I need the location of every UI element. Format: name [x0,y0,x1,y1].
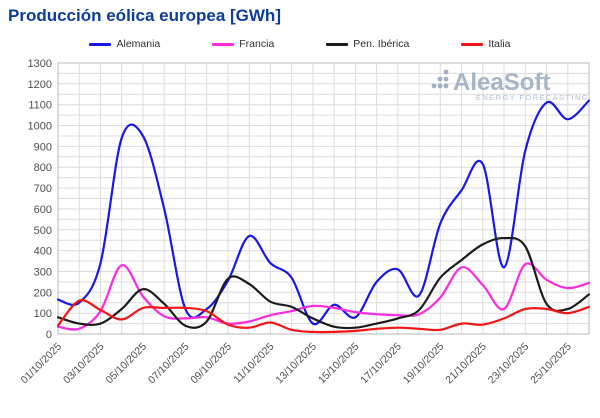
legend-item-alemania: Alemania [89,38,160,50]
svg-text:15/10/2025: 15/10/2025 [316,341,362,387]
legend-swatch-pen-iberica [326,42,349,46]
svg-text:700: 700 [34,183,52,195]
aleasoft-logo-icon [437,83,443,89]
chart-legend: Alemania Francia Pen. Ibérica Italia [0,38,600,50]
svg-text:100: 100 [34,308,52,320]
legend-swatch-francia [212,42,235,46]
svg-text:1300: 1300 [28,58,52,70]
legend-swatch-italia [461,42,484,46]
aleasoft-logo-icon [443,69,449,75]
series-line-italia [57,299,590,334]
svg-text:1000: 1000 [28,121,52,133]
svg-text:21/10/2025: 21/10/2025 [443,341,489,387]
legend-label-italia: Italia [488,38,511,50]
svg-text:1200: 1200 [28,79,52,91]
svg-text:200: 200 [34,287,52,299]
legend-label-pen-iberica: Pen. Ibérica [353,38,410,50]
svg-text:400: 400 [34,246,52,258]
x-axis-labels: 01/10/202503/10/202505/10/202507/10/2025… [18,341,574,387]
series-line-pen-iberica [57,236,590,330]
y-axis-labels: 0 100 200 300 400 500 600 700 800 900 1000 1100 1200… [28,58,52,341]
aleasoft-logo-icon [443,76,449,82]
svg-text:03/10/2025: 03/10/2025 [61,341,107,387]
svg-text:11/10/2025: 11/10/2025 [231,341,276,386]
svg-text:19/10/2025: 19/10/2025 [401,341,447,387]
legend-item-francia: Francia [212,38,274,50]
series-line-francia [57,262,590,331]
svg-text:13/10/2025: 13/10/2025 [273,341,319,387]
svg-text:07/10/2025: 07/10/2025 [146,341,192,387]
svg-text:600: 600 [34,204,52,216]
svg-text:23/10/2025: 23/10/2025 [486,341,532,387]
svg-text:900: 900 [34,141,52,153]
svg-text:17/10/2025: 17/10/2025 [358,341,404,387]
watermark-tagline: ENERGY FORECASTING [476,93,589,102]
legend-swatch-alemania [89,42,112,46]
legend-label-alemania: Alemania [116,38,161,50]
svg-text:500: 500 [34,225,52,237]
aleasoft-logo-icon [437,76,443,82]
watermark-brand: AleaSoft [453,69,550,96]
svg-text:800: 800 [34,162,52,174]
svg-text:09/10/2025: 09/10/2025 [188,341,234,387]
aleasoft-logo-icon [431,83,437,89]
series-line-alemania [57,99,590,326]
svg-text:25/10/2025: 25/10/2025 [528,341,574,387]
legend-item-pen-iberica: Pen. Ibérica [326,38,409,50]
svg-text:300: 300 [34,267,52,279]
chart-title: Producción eólica europea [GWh] [8,6,281,25]
aleasoft-logo-icon [443,83,449,89]
legend-item-italia: Italia [461,38,511,50]
svg-text:0: 0 [46,329,52,341]
svg-text:1100: 1100 [28,100,52,112]
svg-text:01/10/2025: 01/10/2025 [18,341,64,387]
svg-text:05/10/2025: 05/10/2025 [103,341,149,387]
plot-border [57,62,590,335]
legend-label-francia: Francia [239,38,275,50]
